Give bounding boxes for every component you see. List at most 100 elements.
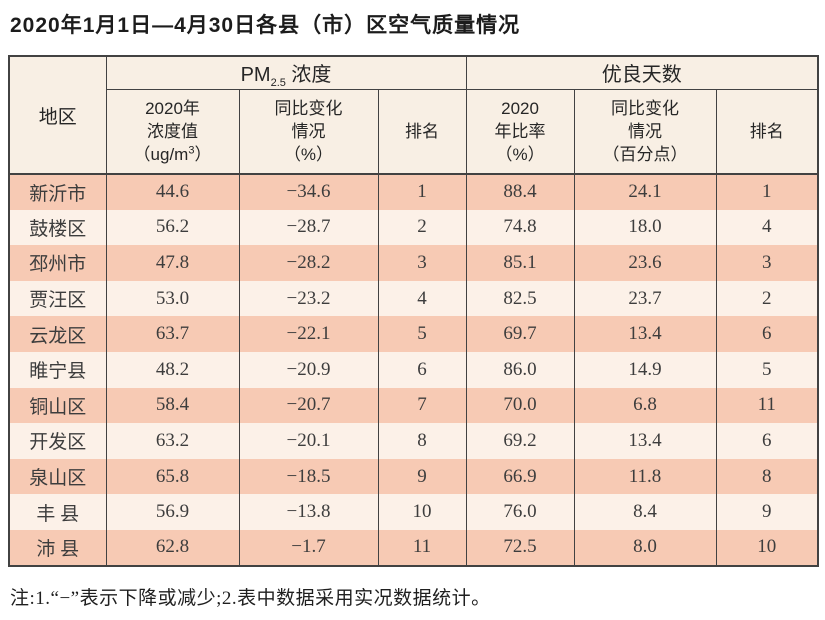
cell-pm-rank: 4 — [377, 280, 467, 317]
cell-days-change: 8.4 — [573, 494, 717, 530]
cell-pm-value: 48.2 — [105, 351, 240, 388]
table-body: 新沂市 44.6 −34.6 1 88.4 24.1 1 鼓楼区 56.2 −28.7 2 74.8 1… — [8, 174, 819, 566]
cell-days-rate: 88.4 — [465, 174, 575, 210]
cell-pm-rank: 9 — [377, 458, 467, 495]
pm25-label-subscript: 2.5 — [270, 77, 286, 90]
cell-pm-change: −22.1 — [238, 316, 379, 352]
cell-pm-change: −20.1 — [238, 423, 379, 459]
cell-pm-rank: 8 — [377, 423, 467, 459]
cell-days-change: 13.4 — [573, 423, 717, 459]
group-header-row: 地区 PM2.5 浓度 优良天数 — [8, 56, 819, 175]
table-row: 沛 县 62.8 −1.7 11 72.5 8.0 10 — [8, 529, 819, 566]
cell-region: 睢宁县 — [8, 351, 107, 388]
cell-region: 云龙区 — [8, 316, 107, 352]
pm-value-line1: 2020年 — [145, 98, 200, 118]
col-group-good-days: 优良天数 — [465, 56, 819, 90]
cell-days-rank: 6 — [715, 423, 819, 459]
cell-days-rate: 82.5 — [465, 280, 575, 317]
table-row: 开发区 63.2 −20.1 8 69.2 13.4 6 — [8, 423, 819, 459]
cell-region: 贾汪区 — [8, 280, 107, 317]
cell-region: 铜山区 — [8, 387, 107, 424]
cell-pm-change: −20.9 — [238, 351, 379, 388]
table-row: 邳州市 47.8 −28.2 3 85.1 23.6 3 — [8, 245, 819, 281]
cell-days-rank: 2 — [715, 280, 819, 317]
cell-pm-rank: 7 — [377, 387, 467, 424]
table-row: 铜山区 58.4 −20.7 7 70.0 6.8 11 — [8, 387, 819, 424]
cell-days-rate: 86.0 — [465, 351, 575, 388]
pm-value-line2: 浓度值 — [147, 121, 198, 141]
cell-days-rate: 66.9 — [465, 458, 575, 495]
cell-days-change: 24.1 — [573, 174, 717, 210]
cell-days-change: 11.8 — [573, 458, 717, 495]
cell-days-rank: 3 — [715, 245, 819, 281]
sub-header-row: 2020年 浓度值 （ug/m3） 同比变化 情况 （%） 排名 2020 年比率 … — [9, 89, 819, 175]
table-row: 泉山区 65.8 −18.5 9 66.9 11.8 8 — [8, 458, 819, 495]
cell-pm-rank: 6 — [377, 351, 467, 388]
col-header-days-rank: 排名 — [715, 89, 819, 175]
cell-pm-value: 65.8 — [105, 458, 240, 495]
pm25-label-prefix: PM — [240, 64, 271, 87]
table-row: 睢宁县 48.2 −20.9 6 86.0 14.9 5 — [8, 351, 819, 388]
cell-days-change: 13.4 — [573, 316, 717, 352]
cell-pm-change: −28.7 — [238, 209, 379, 246]
cell-pm-rank: 5 — [377, 316, 467, 352]
cell-days-rate: 69.7 — [465, 316, 575, 352]
table-row: 新沂市 44.6 −34.6 1 88.4 24.1 1 — [8, 174, 819, 210]
table-row: 鼓楼区 56.2 −28.7 2 74.8 18.0 4 — [8, 209, 819, 246]
cell-pm-value: 63.2 — [105, 423, 240, 459]
cell-pm-change: −1.7 — [238, 529, 379, 566]
cell-days-rank: 11 — [715, 387, 819, 424]
table-row: 贾汪区 53.0 −23.2 4 82.5 23.7 2 — [8, 280, 819, 317]
cell-days-rate: 85.1 — [465, 245, 575, 281]
cell-pm-change: −28.2 — [238, 245, 379, 281]
cell-pm-value: 44.6 — [105, 174, 240, 210]
col-group-pm25: PM2.5 浓度 — [105, 56, 467, 90]
cell-pm-change: −18.5 — [238, 458, 379, 495]
cell-days-rate: 76.0 — [465, 494, 575, 530]
cell-days-rank: 10 — [715, 529, 819, 566]
col-header-days-change: 同比变化 情况 （百分点） — [573, 89, 717, 175]
cell-pm-rank: 11 — [377, 529, 467, 566]
cell-days-rate: 70.0 — [465, 387, 575, 424]
air-quality-table: 地区 PM2.5 浓度 优良天数 2020年 浓度值 （ug/m3） 同比变化 情况… — [8, 55, 820, 567]
cell-pm-rank: 10 — [377, 494, 467, 530]
cell-pm-value: 56.2 — [105, 209, 240, 246]
cell-days-change: 18.0 — [573, 209, 717, 246]
cell-days-rank: 9 — [715, 494, 819, 530]
col-header-pm-change: 同比变化 情况 （%） — [238, 89, 379, 175]
cell-days-rank: 8 — [715, 458, 819, 495]
cell-pm-rank: 3 — [377, 245, 467, 281]
cell-pm-change: −23.2 — [238, 280, 379, 317]
cell-pm-change: −34.6 — [238, 174, 379, 210]
page-title: 2020年1月1日—4月30日各县（市）区空气质量情况 — [10, 14, 521, 37]
cell-days-change: 8.0 — [573, 529, 717, 566]
cell-region: 泉山区 — [8, 458, 107, 495]
cell-days-rank: 4 — [715, 209, 819, 246]
cell-pm-value: 63.7 — [105, 316, 240, 352]
pm-value-unit-superscript: 3 — [188, 144, 195, 157]
cell-region: 丰 县 — [8, 494, 107, 530]
col-header-pm-value: 2020年 浓度值 （ug/m3） — [105, 89, 240, 175]
cell-days-rate: 69.2 — [465, 423, 575, 459]
pm25-label-suffix: 浓度 — [285, 64, 332, 87]
cell-pm-value: 58.4 — [105, 387, 240, 424]
cell-days-change: 23.7 — [573, 280, 717, 317]
cell-days-rank: 5 — [715, 351, 819, 388]
cell-pm-value: 53.0 — [105, 280, 240, 317]
cell-days-rank: 6 — [715, 316, 819, 352]
cell-pm-value: 56.9 — [105, 494, 240, 530]
cell-region: 开发区 — [8, 423, 107, 459]
pm-value-unit-suffix: ） — [194, 144, 212, 164]
cell-days-change: 14.9 — [573, 351, 717, 388]
table-row: 丰 县 56.9 −13.8 10 76.0 8.4 9 — [8, 494, 819, 530]
col-header-pm-rank: 排名 — [377, 89, 467, 175]
cell-region: 沛 县 — [8, 529, 107, 566]
cell-pm-change: −20.7 — [238, 387, 379, 424]
cell-region: 新沂市 — [8, 174, 107, 210]
cell-days-change: 23.6 — [573, 245, 717, 281]
cell-pm-value: 62.8 — [105, 529, 240, 566]
cell-days-rate: 72.5 — [465, 529, 575, 566]
cell-region: 邳州市 — [8, 245, 107, 281]
cell-days-rank: 1 — [715, 174, 819, 210]
